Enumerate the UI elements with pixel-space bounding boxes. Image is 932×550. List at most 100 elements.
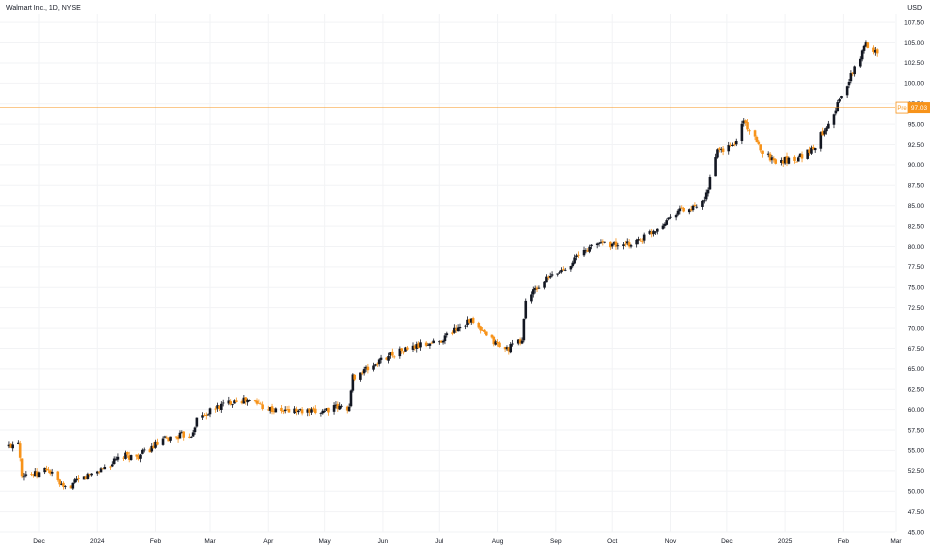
candle-body [601, 241, 605, 243]
candle-body [443, 335, 447, 342]
candle-body [182, 431, 186, 438]
candle-body [511, 343, 514, 345]
y-tick-label: 100.00 [904, 81, 924, 88]
y-tick-label: 65.00 [908, 366, 925, 373]
candle-body [734, 140, 738, 145]
candle-body [558, 272, 561, 274]
candle-body [627, 242, 631, 247]
candle-body [268, 407, 272, 411]
candle-body [69, 485, 73, 489]
candle-body [810, 147, 813, 154]
candle-body [325, 408, 328, 411]
candle-body [548, 275, 552, 278]
candle-body [297, 410, 300, 413]
candle-body [505, 347, 509, 350]
candle-body [7, 444, 11, 447]
candle-body [793, 156, 796, 161]
candle-body [50, 471, 54, 474]
candle-body [201, 415, 204, 418]
candle-body [695, 206, 699, 208]
candle-body [573, 257, 576, 264]
candle-body [550, 274, 554, 276]
y-tick-label: 70.00 [908, 325, 925, 332]
candle-body [652, 230, 655, 235]
candle-body [438, 341, 441, 343]
candle-body [372, 365, 375, 370]
candle-body [477, 322, 481, 328]
candle-body [47, 469, 50, 471]
candle-body [86, 473, 90, 479]
candle-body [860, 50, 864, 60]
candle-body [334, 404, 338, 406]
candle-body [520, 340, 524, 344]
y-tick-label: 75.00 [908, 285, 925, 292]
candle-body [516, 339, 520, 344]
candle-body [761, 150, 764, 154]
candle-body [819, 132, 823, 149]
candle-body [742, 120, 746, 124]
candle-body [327, 407, 330, 413]
candle-body [597, 243, 601, 245]
candle-body [413, 345, 417, 349]
candle-body [95, 471, 99, 474]
candle-body [270, 406, 274, 413]
candle-body [37, 472, 41, 478]
candle-body [90, 473, 93, 476]
candle-body [152, 445, 155, 449]
candle-body [255, 400, 259, 404]
candle-body [48, 470, 52, 474]
candle-body [522, 318, 526, 341]
candle-body [560, 269, 563, 273]
candle-body [139, 454, 142, 459]
candle-body [336, 404, 340, 409]
candle-body [218, 405, 221, 409]
candle-body [32, 474, 35, 476]
candle-body [858, 58, 862, 67]
y-tick-label: 95.00 [908, 121, 925, 128]
candle-body [35, 471, 39, 477]
candle-body [875, 49, 879, 54]
candle-body [624, 243, 627, 245]
candle-body [748, 130, 751, 132]
candle-body [768, 153, 772, 161]
candle-body [233, 400, 236, 404]
candle-body [813, 148, 817, 151]
candle-body [680, 207, 684, 209]
candle-body [622, 244, 625, 246]
candle-body [298, 409, 302, 410]
candle-body [295, 408, 298, 412]
candle-body [759, 144, 762, 151]
candle-body [274, 408, 278, 413]
candle-body [669, 216, 672, 218]
candle-body [244, 397, 248, 402]
candle-body [798, 153, 802, 158]
candle-body [812, 146, 815, 150]
candle-body [616, 245, 620, 247]
candle-body [266, 409, 270, 411]
candle-body [240, 401, 244, 404]
candle-body [808, 149, 811, 153]
candle-body [640, 240, 644, 242]
candle-body [64, 486, 67, 487]
candle-body [417, 343, 420, 348]
pre-value-background [908, 102, 930, 114]
candle-body [374, 364, 377, 366]
candle-body [287, 409, 291, 413]
candle-body [188, 436, 191, 438]
candle-body [642, 234, 646, 241]
candle-body [678, 208, 682, 212]
candle-body [174, 436, 178, 438]
candle-body [310, 409, 313, 413]
y-tick-label: 52.50 [908, 468, 925, 475]
candle-body [400, 348, 404, 352]
candle-body [411, 345, 415, 350]
candle-body [682, 208, 685, 212]
candle-body [637, 238, 640, 241]
candle-body [154, 441, 157, 448]
candle-body [781, 160, 785, 164]
candle-body [753, 130, 757, 137]
candle-body [590, 244, 593, 246]
candle-body [665, 220, 669, 225]
y-tick-label: 85.00 [908, 203, 925, 210]
